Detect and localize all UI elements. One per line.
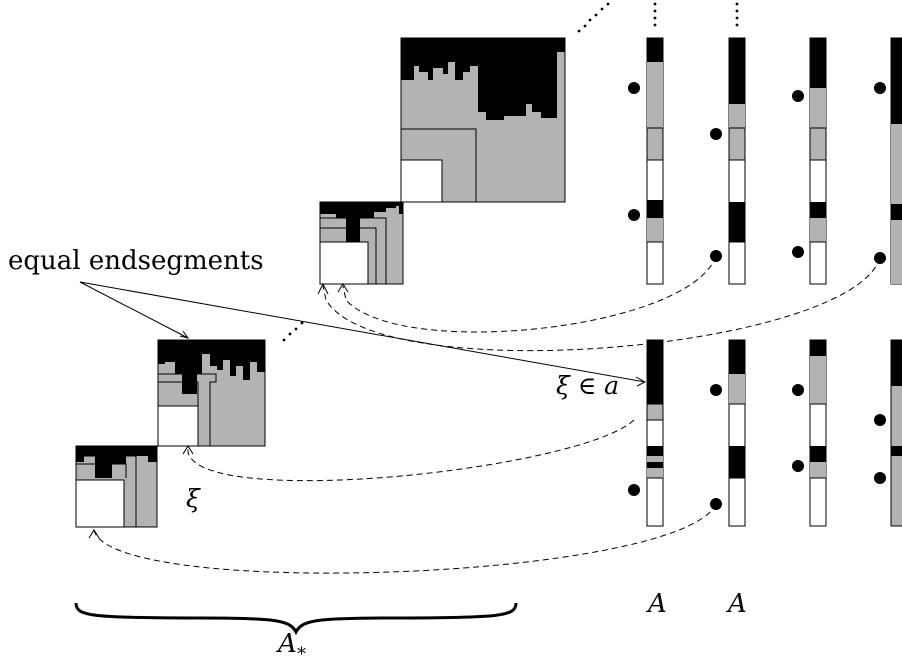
column-bottom-3 [792,339,827,527]
matrix-medium-bottom [157,339,266,447]
matrix-medium-top [319,201,404,285]
a-star-label: A [276,629,297,659]
column-top-2 [710,37,746,285]
column-top-3 [792,37,827,285]
column-bottom-2 [710,339,746,527]
equal-endsegments-label: equal endsegments [8,246,264,276]
brace-a-star [74,602,518,636]
dashed-connectors [93,255,881,574]
label-arrows [79,281,647,387]
a-label-left: A [646,589,667,619]
matrix-large [400,37,566,203]
connector-arrowheads [88,282,349,539]
a-label-right: A [726,589,747,619]
column-bottom-4 [874,339,902,527]
a-star-subscript: * [297,644,306,660]
vertical-dots [653,2,739,27]
column-top-1 [628,37,664,285]
xi-in-a-label: ξ ∈ a [556,371,619,400]
column-bottom-1 [628,339,664,527]
column-top-4 [874,37,902,285]
matrix-small [75,445,158,528]
xi-label: ξ [186,484,201,513]
diagonal-dots [282,2,610,342]
